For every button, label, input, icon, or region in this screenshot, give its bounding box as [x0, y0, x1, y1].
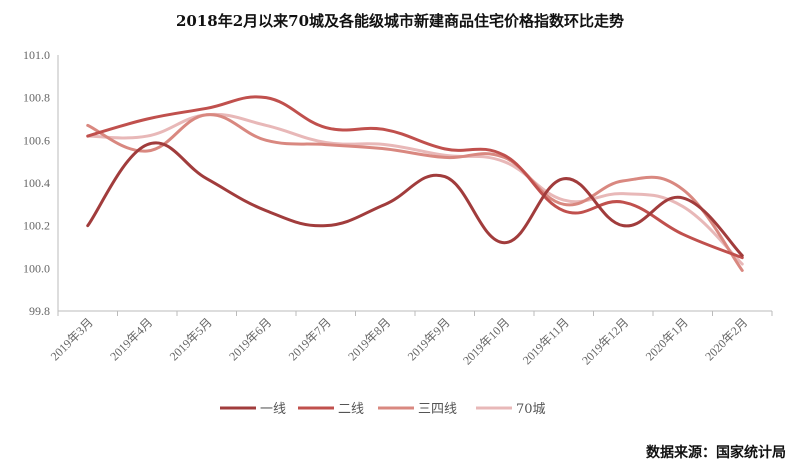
- legend-label: 二线: [338, 402, 364, 417]
- legend-label: 一线: [260, 402, 286, 417]
- x-tick-label: 2019年10月: [460, 315, 512, 367]
- y-tick-label: 100.8: [23, 91, 50, 105]
- x-tick-label: 2019年9月: [405, 315, 453, 363]
- x-tick-label: 2019年12月: [579, 315, 631, 367]
- x-tick-label: 2019年8月: [345, 315, 393, 363]
- series-line-三四线: [86, 113, 744, 272]
- x-tick-label: 2020年2月: [702, 315, 750, 363]
- x-tick-label: 2019年4月: [107, 315, 155, 363]
- series-line-70城: [86, 112, 744, 266]
- legend-label: 70城: [516, 402, 546, 417]
- x-tick-label: 2019年3月: [48, 315, 96, 363]
- series-line-一线: [86, 141, 744, 258]
- series-line-二线: [86, 95, 744, 260]
- y-tick-label: 100.4: [23, 176, 50, 190]
- x-tick-label: 2019年6月: [226, 315, 274, 363]
- chart-title: 2018年2月以来70城及各能级城市新建商品住宅价格指数环比走势: [175, 12, 625, 30]
- y-tick-label: 101.0: [23, 48, 50, 62]
- legend-label: 三四线: [418, 402, 457, 417]
- y-tick-label: 100.6: [23, 133, 50, 147]
- y-tick-label: 99.8: [29, 304, 50, 318]
- x-tick-label: 2020年1月: [643, 315, 691, 363]
- x-tick-label: 2019年11月: [520, 315, 572, 367]
- x-tick-label: 2019年7月: [286, 315, 334, 363]
- source-note: 数据来源：国家统计局: [646, 445, 786, 461]
- y-tick-label: 100.0: [23, 261, 50, 275]
- x-tick-label: 2019年5月: [167, 315, 215, 363]
- y-tick-label: 100.2: [23, 219, 50, 233]
